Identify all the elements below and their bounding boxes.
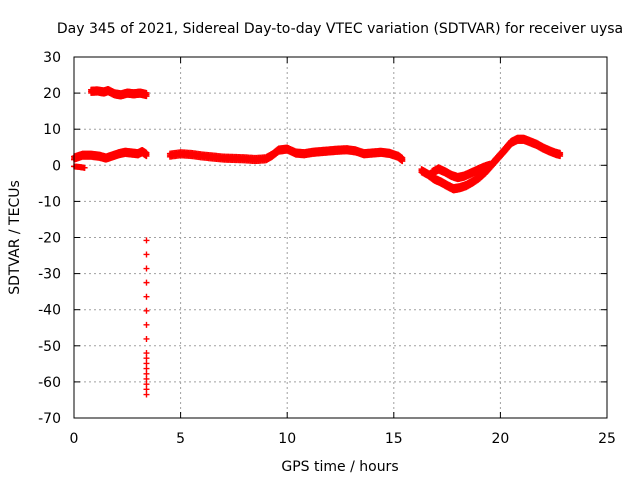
x-tick-label: 10: [278, 431, 296, 447]
y-tick-label: -10: [38, 194, 61, 210]
data-point: [143, 237, 150, 244]
data-point: [143, 93, 150, 100]
data-point: [143, 321, 150, 328]
y-tick-label: -40: [38, 303, 61, 319]
data-point: [143, 365, 150, 372]
x-tick-label: 5: [176, 431, 185, 447]
data-point: [143, 381, 150, 388]
chart-title: Day 345 of 2021, Sidereal Day-to-day VTE…: [57, 21, 623, 37]
data-point: [143, 279, 150, 286]
data-point: [399, 158, 406, 165]
plot-border: [73, 56, 608, 419]
data-point: [143, 386, 150, 393]
y-tick-label: -30: [38, 267, 61, 283]
y-tick-label: -50: [38, 339, 61, 355]
y-tick-label: -70: [38, 411, 61, 427]
data-points: [71, 85, 564, 398]
data-point: [143, 251, 150, 258]
x-axis-label: GPS time / hours: [281, 459, 398, 475]
data-point: [143, 391, 150, 398]
y-tick-label: -60: [38, 375, 61, 391]
y-tick-label: 30: [43, 50, 61, 66]
grid: [74, 57, 607, 418]
data-point: [143, 153, 150, 160]
x-tick-label: 0: [70, 431, 79, 447]
x-tick-label: 20: [491, 431, 509, 447]
data-point: [143, 360, 150, 367]
y-tick-label: -20: [38, 231, 61, 247]
series-sdtvar: [71, 85, 564, 398]
data-point: [557, 153, 564, 160]
data-point: [143, 307, 150, 314]
data-point: [143, 375, 150, 382]
data-point: [143, 355, 150, 362]
x-tick-label: 15: [385, 431, 403, 447]
tick-labels: 0 5 10 15 20 25 30 20 10 0 -10 -20 -30 -40 -50 -60 -70: [38, 50, 616, 447]
data-point: [143, 350, 150, 357]
y-tick-label: 0: [52, 158, 61, 174]
x-tick-label: 25: [598, 431, 616, 447]
data-point: [81, 164, 88, 171]
y-tick-label: 20: [43, 86, 61, 102]
data-point: [143, 335, 150, 342]
data-point: [143, 265, 150, 272]
data-point: [143, 293, 150, 300]
y-axis-label: SDTVAR / TECUs: [7, 180, 23, 295]
data-point: [486, 163, 493, 170]
data-point: [143, 370, 150, 377]
y-tick-label: 10: [43, 122, 61, 138]
